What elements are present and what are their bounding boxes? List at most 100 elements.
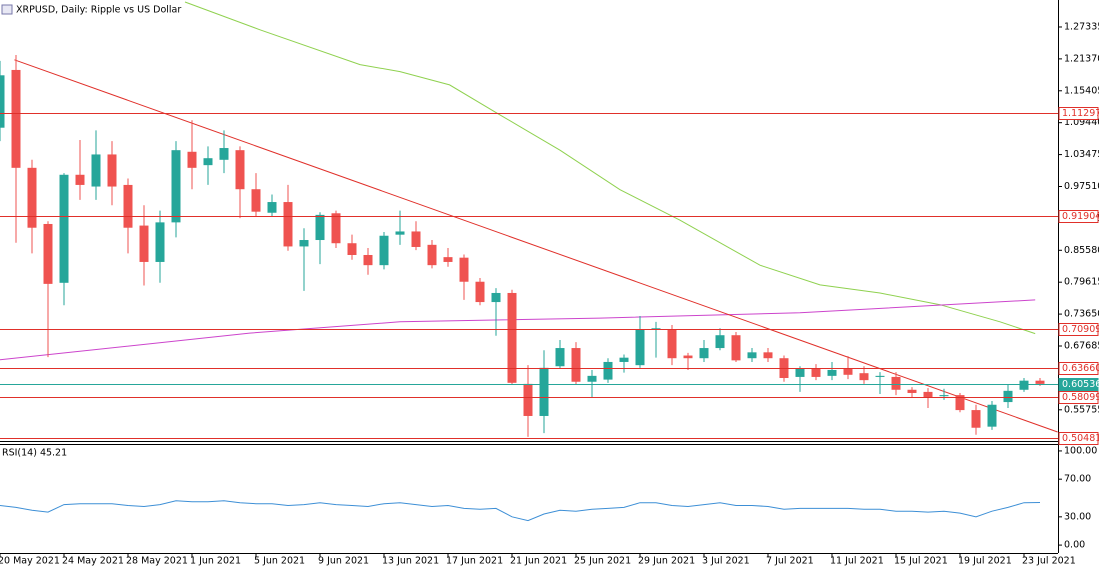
candle-body [795,368,805,377]
candle-body [523,383,533,416]
candle-body [267,202,277,213]
rsi-title: RSI(14) 45.21 [2,448,67,459]
x-tick-label: 25 Jun 2021 [574,556,631,567]
y-tick-label: 1.21370 [1064,53,1099,64]
candle-body [475,281,485,303]
candle-body [123,184,133,228]
x-tick-label: 21 Jun 2021 [510,556,567,567]
level-label: 0.63660 [1062,363,1099,374]
candle-body [939,395,949,397]
x-tick-label: 28 May 2021 [126,556,188,567]
candle-body [379,235,389,266]
candle-body [347,243,357,255]
candle-body [667,329,677,359]
y-tick-label: 1.27335 [1064,21,1099,32]
candle-body [507,292,517,383]
level-label-box [1058,107,1099,120]
level-label-box [1058,391,1099,404]
candle-body [907,389,917,393]
candle-body [75,174,85,185]
level-label-box [1058,432,1099,445]
candle-body [875,375,885,377]
candle-body [763,352,773,359]
x-tick-label: 5 Jun 2021 [254,556,305,567]
level-label: 1.11297 [1062,108,1099,119]
x-tick-label: 19 Jul 2021 [958,556,1012,567]
y-tick-label: 0.00 [1064,540,1085,551]
candle-body [299,240,309,247]
candle-body [731,335,741,361]
candle-body [747,352,757,359]
y-tick-label: 1.15405 [1064,85,1099,96]
x-tick-label: 24 May 2021 [62,556,124,567]
level-label: 0.50481 [1062,433,1099,444]
indicator-line [0,299,1036,361]
candle-body [971,410,981,428]
candle-body [427,244,437,266]
candle-body [891,376,901,390]
x-tick-label: 29 Jun 2021 [638,556,695,567]
x-tick-label: 13 Jun 2021 [382,556,439,567]
x-tick-label: 15 Jul 2021 [894,556,948,567]
level-label-box [1058,378,1099,391]
y-tick-label: 70.00 [1064,474,1091,485]
candle-body [555,348,565,367]
candle-body [859,373,869,381]
symbol-icon [1,4,13,15]
y-tick-label: 1.09440 [1064,117,1099,128]
indicator-line [184,1,1036,335]
candle-body [0,75,5,128]
candle-body [923,391,933,398]
candle-body [587,375,597,382]
candle-body [187,151,197,168]
candle-body [59,174,69,283]
candle-body [43,223,53,284]
candle-body [603,361,613,380]
candle-body [715,335,725,349]
chart-title: XRPUSD, Daily: Ripple vs US Dollar [16,5,181,16]
candle-body [139,225,149,262]
candle-body [91,154,101,187]
y-tick-label: 30.00 [1064,511,1091,522]
level-label: 0.70909 [1062,324,1099,335]
candle-body [315,214,325,241]
candle-body [1019,380,1029,390]
level-label-box [1058,323,1099,336]
candle-body [619,357,629,362]
level-label-box [1058,362,1099,375]
level-label-box [1058,210,1099,223]
candle-body [203,158,213,166]
candle-body [1003,390,1013,403]
y-tick-label: 0.67685 [1064,340,1099,351]
candle-body [411,231,421,247]
candle-body [11,69,21,168]
candle-body [235,150,245,190]
candle-body [171,150,181,223]
candle-body [331,213,341,244]
candle-body [843,368,853,375]
candle-body [811,368,821,377]
candle-body [219,148,229,160]
y-tick-label: 100.00 [1064,445,1097,456]
candle-body [395,231,405,235]
level-label: 0.91904 [1062,211,1099,222]
x-tick-label: 20 May 2021 [0,556,60,567]
x-tick-label: 3 Jul 2021 [702,556,750,567]
y-tick-label: 0.79615 [1064,277,1099,288]
candle-body [283,202,293,247]
candle-body [699,348,709,359]
candle-body [635,329,645,366]
candle-body [491,292,501,303]
candle-body [459,257,469,282]
rsi-panel [0,500,1041,522]
y-tick-label: 1.03475 [1064,149,1099,160]
x-tick-label: 1 Jun 2021 [190,556,241,567]
indicator-line [14,59,1058,433]
x-tick-label: 9 Jun 2021 [318,556,369,567]
candle-body [955,395,965,411]
